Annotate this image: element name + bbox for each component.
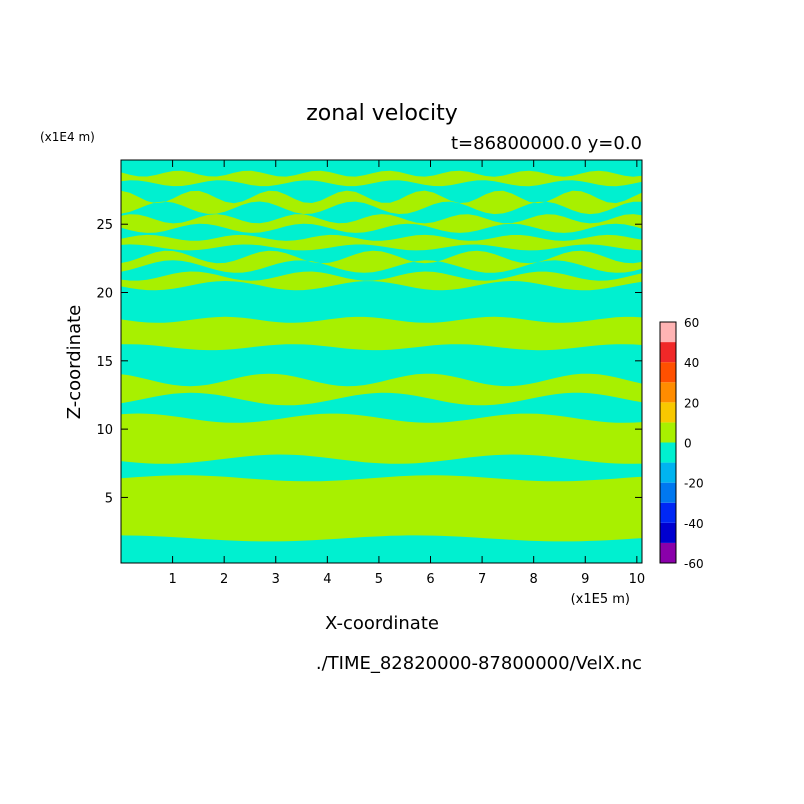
x-tick-label: 8 xyxy=(530,572,538,587)
x-tick-label: 4 xyxy=(323,572,331,587)
colorbar-swatch xyxy=(660,462,676,483)
y-tick-label: 10 xyxy=(96,423,113,438)
colorbar-swatch xyxy=(660,542,676,563)
source-file-label: ./TIME_82820000-87800000/VelX.nc xyxy=(316,653,642,674)
velocity-band xyxy=(121,475,642,542)
velocity-band xyxy=(121,316,642,351)
colorbar-swatch xyxy=(660,522,676,543)
colorbar-swatch xyxy=(660,422,676,443)
y-axis-title: Z-coordinate xyxy=(64,305,85,420)
colorbar-swatch xyxy=(660,442,676,463)
y-tick-label: 5 xyxy=(105,491,113,506)
colorbar-swatch xyxy=(660,382,676,403)
y-unit-label: (x1E4 m) xyxy=(40,130,95,144)
x-tick-label: 1 xyxy=(168,572,176,587)
chart-title: zonal velocity xyxy=(306,101,458,126)
velocity-band xyxy=(121,271,642,291)
colorbar-swatch xyxy=(660,342,676,363)
plot-area xyxy=(121,160,642,563)
velocity-band xyxy=(121,373,642,406)
x-tick-label: 10 xyxy=(629,572,646,587)
chart-subtitle: t=86800000.0 y=0.0 xyxy=(451,133,642,154)
colorbar-tick-label: 0 xyxy=(684,437,692,451)
colorbar-frame xyxy=(659,321,677,564)
x-tick-label: 2 xyxy=(220,572,228,587)
colorbar-tick-label: 60 xyxy=(684,316,699,330)
colorbar-swatch xyxy=(660,362,676,383)
colorbar xyxy=(659,321,677,564)
velocity-band xyxy=(121,234,642,251)
colorbar-tick-label: -40 xyxy=(684,517,704,531)
velocity-band xyxy=(121,250,642,273)
colorbar-swatch xyxy=(660,502,676,523)
x-tick-label: 3 xyxy=(272,572,280,587)
plot-frame xyxy=(120,159,643,564)
colorbar-swatch xyxy=(660,322,676,343)
x-tick-label: 6 xyxy=(426,572,434,587)
velocity-band xyxy=(121,190,642,215)
colorbar-tick-label: -60 xyxy=(684,557,704,571)
colorbar-tick-label: 20 xyxy=(684,396,699,410)
y-tick-label: 15 xyxy=(96,355,113,370)
y-tick-label: 20 xyxy=(96,287,113,302)
x-axis-title: X-coordinate xyxy=(325,613,439,634)
colorbar-tick-label: 40 xyxy=(684,356,699,370)
velocity-band xyxy=(121,413,642,464)
x-unit-label: (x1E5 m) xyxy=(571,592,630,607)
velocity-band xyxy=(121,170,642,187)
colorbar-swatch xyxy=(660,482,676,503)
x-tick-label: 9 xyxy=(581,572,589,587)
x-tick-label: 5 xyxy=(375,572,383,587)
x-tick-label: 7 xyxy=(478,572,486,587)
y-tick-label: 25 xyxy=(96,218,113,233)
velocity-band xyxy=(121,214,642,233)
colorbar-tick-label: -20 xyxy=(684,477,704,491)
colorbar-swatch xyxy=(660,402,676,423)
